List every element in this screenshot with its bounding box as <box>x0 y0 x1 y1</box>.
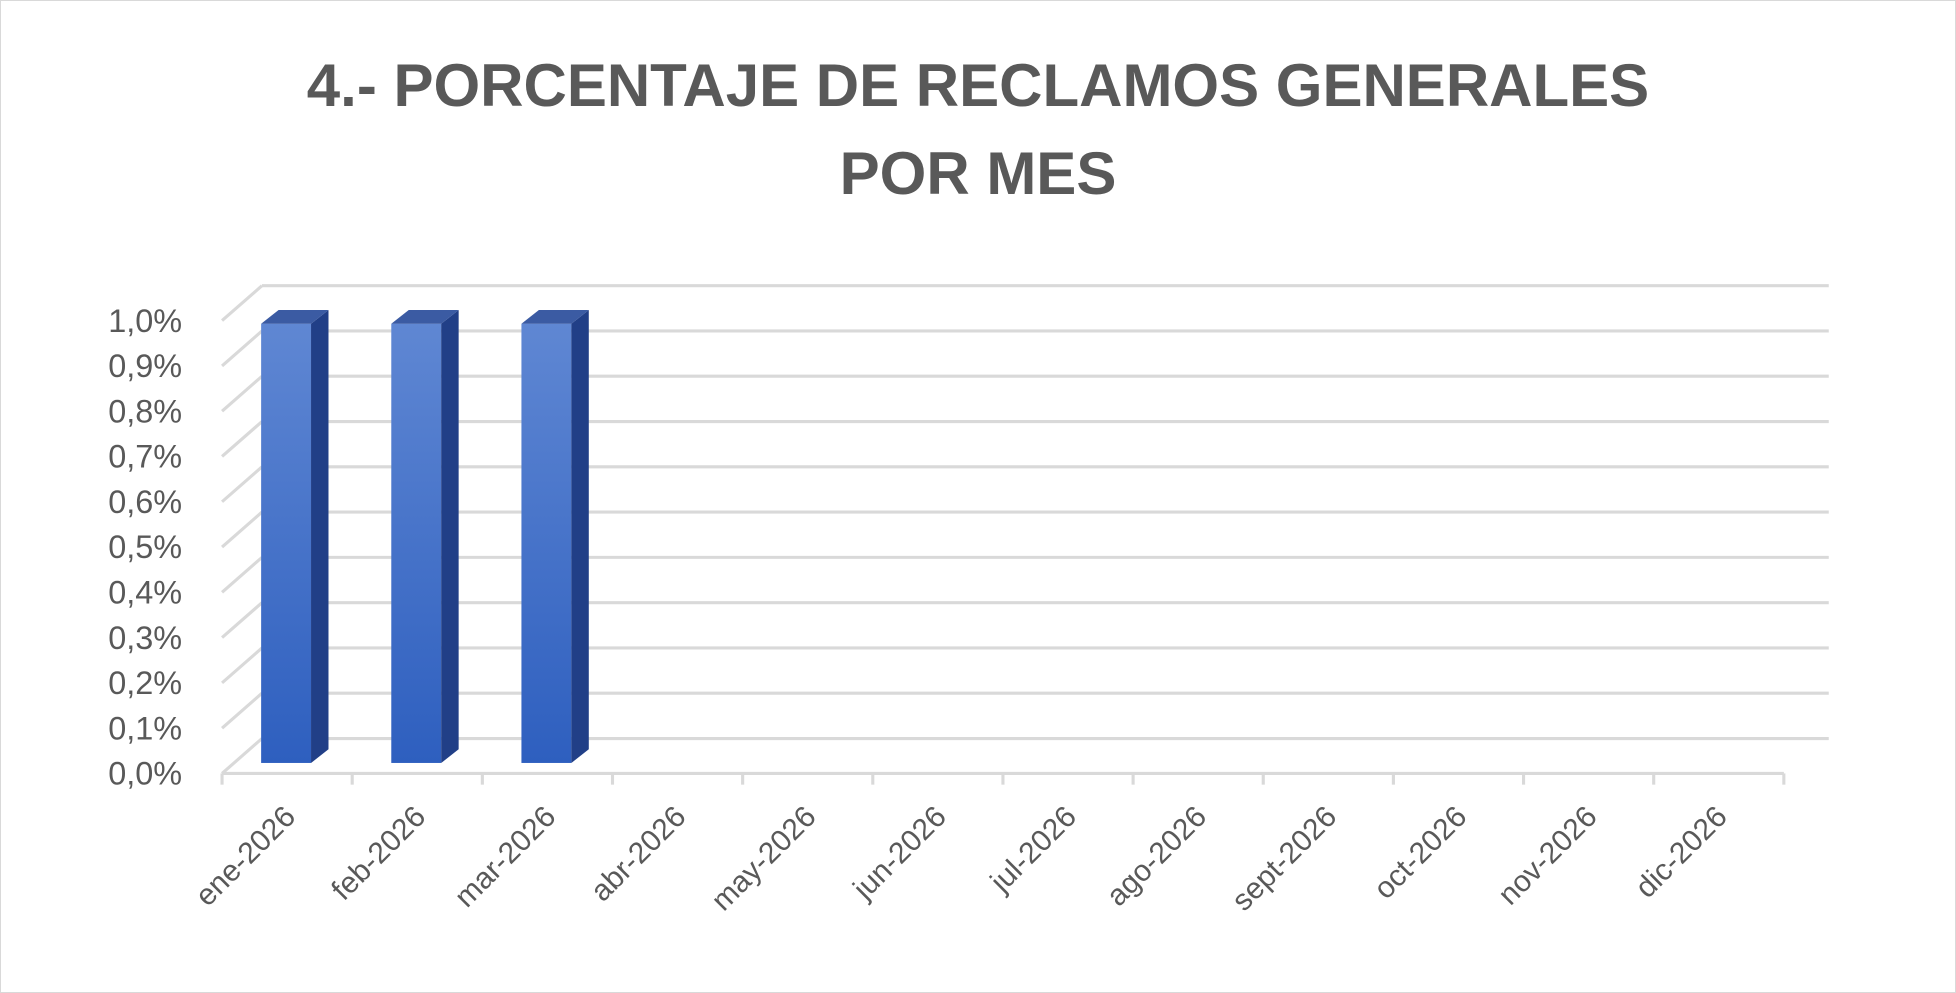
grid-line-side <box>221 692 263 730</box>
x-tick-label: sept-2026 <box>1226 800 1343 917</box>
y-tick-label: 0,5% <box>108 529 182 565</box>
y-tick-label: 0,7% <box>108 439 182 475</box>
y-tick-label: 0,3% <box>108 620 182 656</box>
grid-line-side <box>221 646 263 685</box>
y-tick-label: 1,0% <box>108 303 182 339</box>
y-tick-label: 0,9% <box>108 348 182 384</box>
x-tick-label: jun-2026 <box>846 800 952 906</box>
grid-line-side <box>221 329 263 368</box>
x-tick-label: dic-2026 <box>1629 800 1733 904</box>
grid-line-side <box>221 375 263 413</box>
x-tick-label: abr-2026 <box>584 800 692 908</box>
y-tick-label: 0,2% <box>108 665 182 701</box>
bar-top <box>391 309 459 324</box>
y-tick-label: 0,1% <box>108 710 182 746</box>
x-tick-label: jul-2026 <box>984 800 1083 899</box>
x-tick-label: may-2026 <box>705 800 822 917</box>
grid-line-side <box>221 556 263 594</box>
bar <box>521 323 572 763</box>
y-tick-label: 0,0% <box>108 756 182 792</box>
x-tick-label: mar-2026 <box>448 800 562 914</box>
bar-side <box>441 309 459 763</box>
grid-line-side <box>221 737 263 775</box>
y-tick-label: 0,4% <box>108 575 182 611</box>
grid-line-side <box>221 420 263 458</box>
y-tick-label: 0,8% <box>108 393 182 429</box>
x-tick-label: ene-2026 <box>189 800 302 913</box>
grid-line-side <box>221 601 263 639</box>
grid-line-side <box>221 284 263 322</box>
y-tick-label: 0,6% <box>108 484 182 520</box>
chart-title: 4.- PORCENTAJE DE RECLAMOS GENERALES POR… <box>306 52 1650 207</box>
grid-line-side <box>221 510 263 549</box>
x-tick-label: nov-2026 <box>1492 800 1604 912</box>
bar <box>261 323 312 763</box>
x-tick-label: ago-2026 <box>1100 800 1213 913</box>
bar-side <box>311 309 329 763</box>
x-tick-label: feb-2026 <box>325 800 432 907</box>
grid-line-side <box>221 465 263 503</box>
x-tick-label: oct-2026 <box>1368 800 1474 906</box>
bar-top <box>521 309 589 324</box>
bar-top <box>261 309 329 324</box>
bar <box>391 323 442 763</box>
bar-side <box>571 309 589 763</box>
